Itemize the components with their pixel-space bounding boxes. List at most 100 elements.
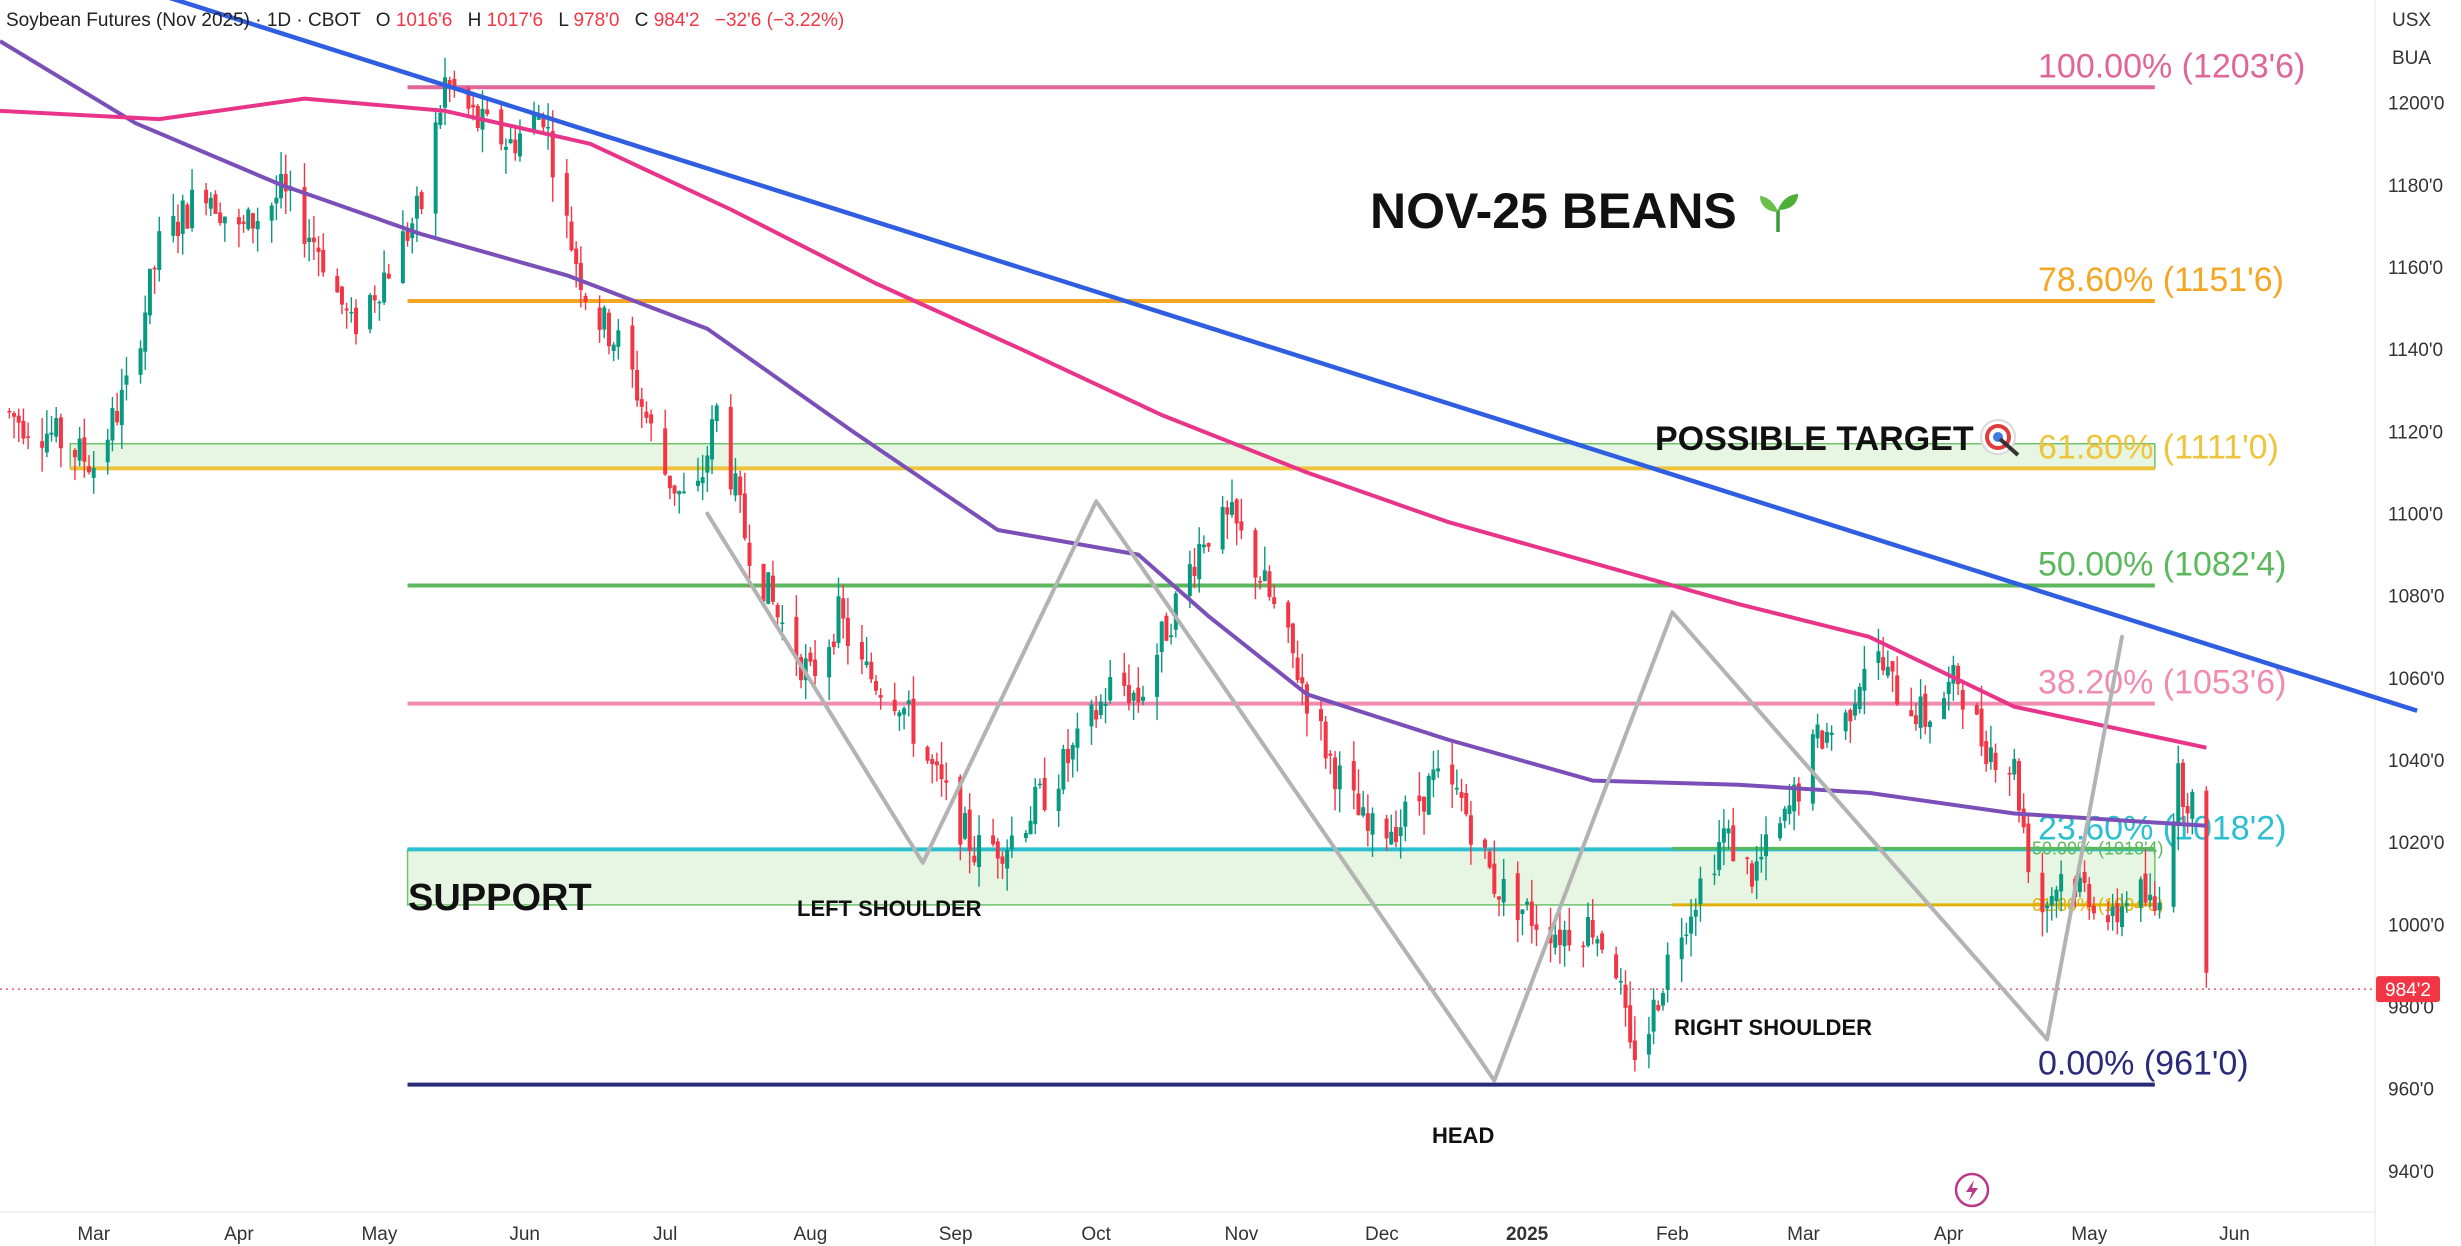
candle-body	[1951, 664, 1956, 684]
candle-body	[1745, 857, 1750, 860]
right-shoulder-label: RIGHT SHOULDER	[1674, 1015, 1872, 1040]
time-tick-label: Aug	[793, 1224, 827, 1245]
candle-body	[644, 411, 649, 418]
price-tick-label: 960'0	[2388, 1080, 2434, 1101]
candle-body	[1450, 764, 1455, 785]
candle-body	[2016, 761, 2021, 811]
candle-body	[2115, 903, 2120, 923]
last-price-tag[interactable]	[2376, 976, 2440, 1003]
candle-body	[1365, 813, 1370, 831]
candle-body	[1890, 661, 1895, 672]
candle-body	[1881, 657, 1886, 671]
candle-body	[1262, 570, 1267, 582]
fib-label-5000: 50.00% (1082'4)	[2038, 545, 2286, 583]
candle-body	[77, 438, 82, 461]
time-axis[interactable]: Mar Apr May Jun Jul Aug Sep Oct Nov Dec 2025 Feb Mar…	[77, 1224, 2249, 1245]
candle-body	[2124, 903, 2129, 906]
price-tick-label: 940'0	[2388, 1162, 2434, 1183]
head-and-shoulders-pattern[interactable]	[705, 499, 2124, 1083]
upper-zone	[69, 442, 2156, 470]
candle-body	[1749, 863, 1754, 887]
open-value: 1016'6	[396, 10, 452, 31]
candle-body	[1454, 787, 1459, 790]
seedling-icon	[1760, 194, 1798, 232]
candle-body	[1557, 929, 1562, 946]
candle-body	[1187, 564, 1192, 597]
candle-body	[864, 661, 869, 666]
candle-body	[1023, 833, 1028, 838]
candle-body	[1754, 861, 1759, 881]
candle-body	[1033, 786, 1038, 825]
candle-body	[1520, 909, 1525, 915]
candle-body	[766, 572, 771, 604]
candle-body	[1239, 521, 1244, 531]
candle-body	[1492, 863, 1497, 894]
candle-body	[1614, 954, 1619, 979]
candle-body	[1426, 776, 1431, 815]
candle-body	[602, 307, 607, 330]
candle-body	[1529, 901, 1534, 926]
volume-unit[interactable]: BUA	[2392, 48, 2431, 69]
candle-body	[1778, 823, 1783, 839]
candle-body	[1913, 715, 1918, 725]
time-tick-label: Dec	[1365, 1224, 1399, 1245]
candle-body	[1258, 581, 1263, 583]
candle-body	[349, 311, 354, 314]
candle-body	[808, 652, 813, 662]
candle-body	[1103, 703, 1108, 706]
downtrend-line[interactable]	[47, 0, 2418, 713]
plot-area[interactable]	[0, 0, 2375, 1212]
candle-body	[911, 698, 916, 744]
open-label: O	[376, 10, 391, 31]
candle-body	[2054, 889, 2059, 902]
ma-100-line	[0, 39, 2207, 828]
target-icon	[1980, 419, 2020, 457]
candle-body	[307, 237, 312, 243]
candle-body	[583, 295, 588, 303]
candle-body	[499, 109, 504, 145]
candle-body	[419, 192, 424, 210]
price-tick-label: 1140'0	[2388, 340, 2443, 361]
candle-body	[2152, 896, 2157, 911]
candle-body	[841, 598, 846, 619]
candle-body	[1960, 690, 1965, 710]
candle-body	[1370, 813, 1375, 835]
candle-body	[1717, 841, 1722, 870]
candle-body	[372, 295, 377, 301]
candle-body	[1005, 850, 1010, 869]
flash-icon[interactable]	[1954, 1172, 1990, 1208]
candle-body	[405, 230, 410, 241]
price-axis[interactable]: 940'0 960'0 980'0 1000'0 1020'0 1040'0 1060'0 1…	[2376, 94, 2444, 1183]
candle-body	[663, 428, 668, 475]
candle-body	[1295, 657, 1300, 681]
candle-body	[208, 197, 213, 209]
candle-body	[1759, 856, 1764, 860]
candle-body	[995, 841, 1000, 859]
candle-body	[335, 276, 340, 293]
candle-body	[733, 473, 738, 496]
candle-body	[775, 604, 780, 618]
candle-body	[222, 216, 227, 224]
candle-body	[677, 490, 682, 495]
candle-body	[311, 237, 316, 243]
price-tick-label: 1020'0	[2388, 833, 2444, 854]
currency-unit[interactable]: USX	[2392, 10, 2431, 31]
candle-body	[44, 433, 49, 453]
candle-body	[1618, 981, 1623, 983]
candle-body	[1304, 684, 1309, 714]
candle-body	[1487, 851, 1492, 868]
candle-body	[124, 375, 129, 385]
candle-body	[1300, 677, 1305, 684]
candle-body	[902, 708, 907, 715]
candle-body	[54, 418, 59, 437]
candle-body	[26, 436, 31, 438]
candle-body	[7, 410, 12, 413]
close-label: C	[635, 10, 649, 31]
candle-body	[930, 759, 935, 764]
candle-body	[1075, 728, 1080, 748]
candle-body	[438, 112, 443, 126]
candle-body	[564, 173, 569, 216]
candle-body	[1796, 783, 1801, 802]
candle-body	[1230, 502, 1235, 515]
